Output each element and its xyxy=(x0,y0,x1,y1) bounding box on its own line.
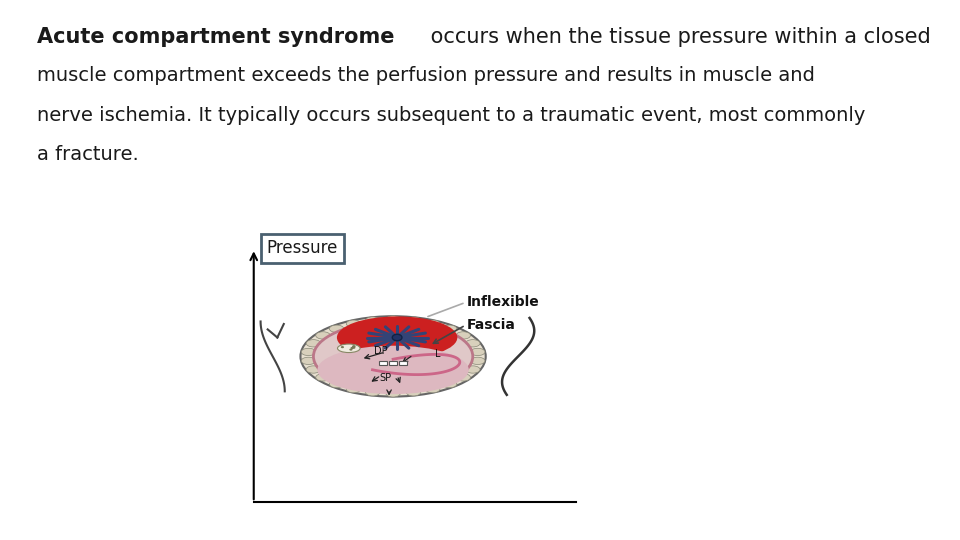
Circle shape xyxy=(349,348,352,350)
Ellipse shape xyxy=(316,374,330,381)
Ellipse shape xyxy=(470,357,485,364)
Text: nerve ischemia. It typically occurs subsequent to a traumatic event, most common: nerve ischemia. It typically occurs subs… xyxy=(37,106,865,125)
Text: occurs when the tissue pressure within a closed: occurs when the tissue pressure within a… xyxy=(424,27,931,47)
Bar xyxy=(389,361,397,365)
Ellipse shape xyxy=(386,390,400,397)
Ellipse shape xyxy=(443,325,457,333)
Ellipse shape xyxy=(306,340,321,347)
Circle shape xyxy=(352,348,355,350)
Text: Acute compartment syndrome: Acute compartment syndrome xyxy=(37,27,395,47)
Ellipse shape xyxy=(443,380,457,388)
Ellipse shape xyxy=(300,316,486,396)
Ellipse shape xyxy=(386,316,400,323)
Ellipse shape xyxy=(406,317,420,324)
Ellipse shape xyxy=(347,386,361,393)
Ellipse shape xyxy=(366,317,380,324)
Ellipse shape xyxy=(301,348,316,356)
Ellipse shape xyxy=(470,348,485,356)
Ellipse shape xyxy=(466,340,480,347)
Ellipse shape xyxy=(316,332,330,339)
Ellipse shape xyxy=(306,366,321,373)
Ellipse shape xyxy=(406,389,420,396)
Text: a fracture.: a fracture. xyxy=(37,145,139,164)
Ellipse shape xyxy=(318,346,468,394)
Text: Inflexible: Inflexible xyxy=(468,295,540,309)
Ellipse shape xyxy=(347,320,361,327)
Ellipse shape xyxy=(329,325,344,333)
Circle shape xyxy=(350,347,354,349)
Text: Pressure: Pressure xyxy=(266,239,338,258)
Bar xyxy=(398,361,407,365)
Ellipse shape xyxy=(425,386,440,393)
Ellipse shape xyxy=(313,322,472,391)
Ellipse shape xyxy=(456,332,470,339)
Circle shape xyxy=(348,347,351,349)
Ellipse shape xyxy=(456,374,470,381)
Text: muscle compartment exceeds the perfusion pressure and results in muscle and: muscle compartment exceeds the perfusion… xyxy=(37,66,815,85)
Text: L: L xyxy=(435,349,440,359)
Circle shape xyxy=(343,345,347,347)
Ellipse shape xyxy=(329,380,344,388)
Text: DP: DP xyxy=(374,346,388,356)
Text: Fascia: Fascia xyxy=(468,318,516,332)
Circle shape xyxy=(393,334,402,341)
Ellipse shape xyxy=(337,316,457,359)
Ellipse shape xyxy=(301,357,316,364)
Ellipse shape xyxy=(338,344,360,353)
Ellipse shape xyxy=(425,320,440,327)
Circle shape xyxy=(347,347,350,349)
Text: SP: SP xyxy=(379,373,391,383)
Ellipse shape xyxy=(366,389,380,396)
Ellipse shape xyxy=(466,366,480,373)
Bar xyxy=(379,361,388,365)
